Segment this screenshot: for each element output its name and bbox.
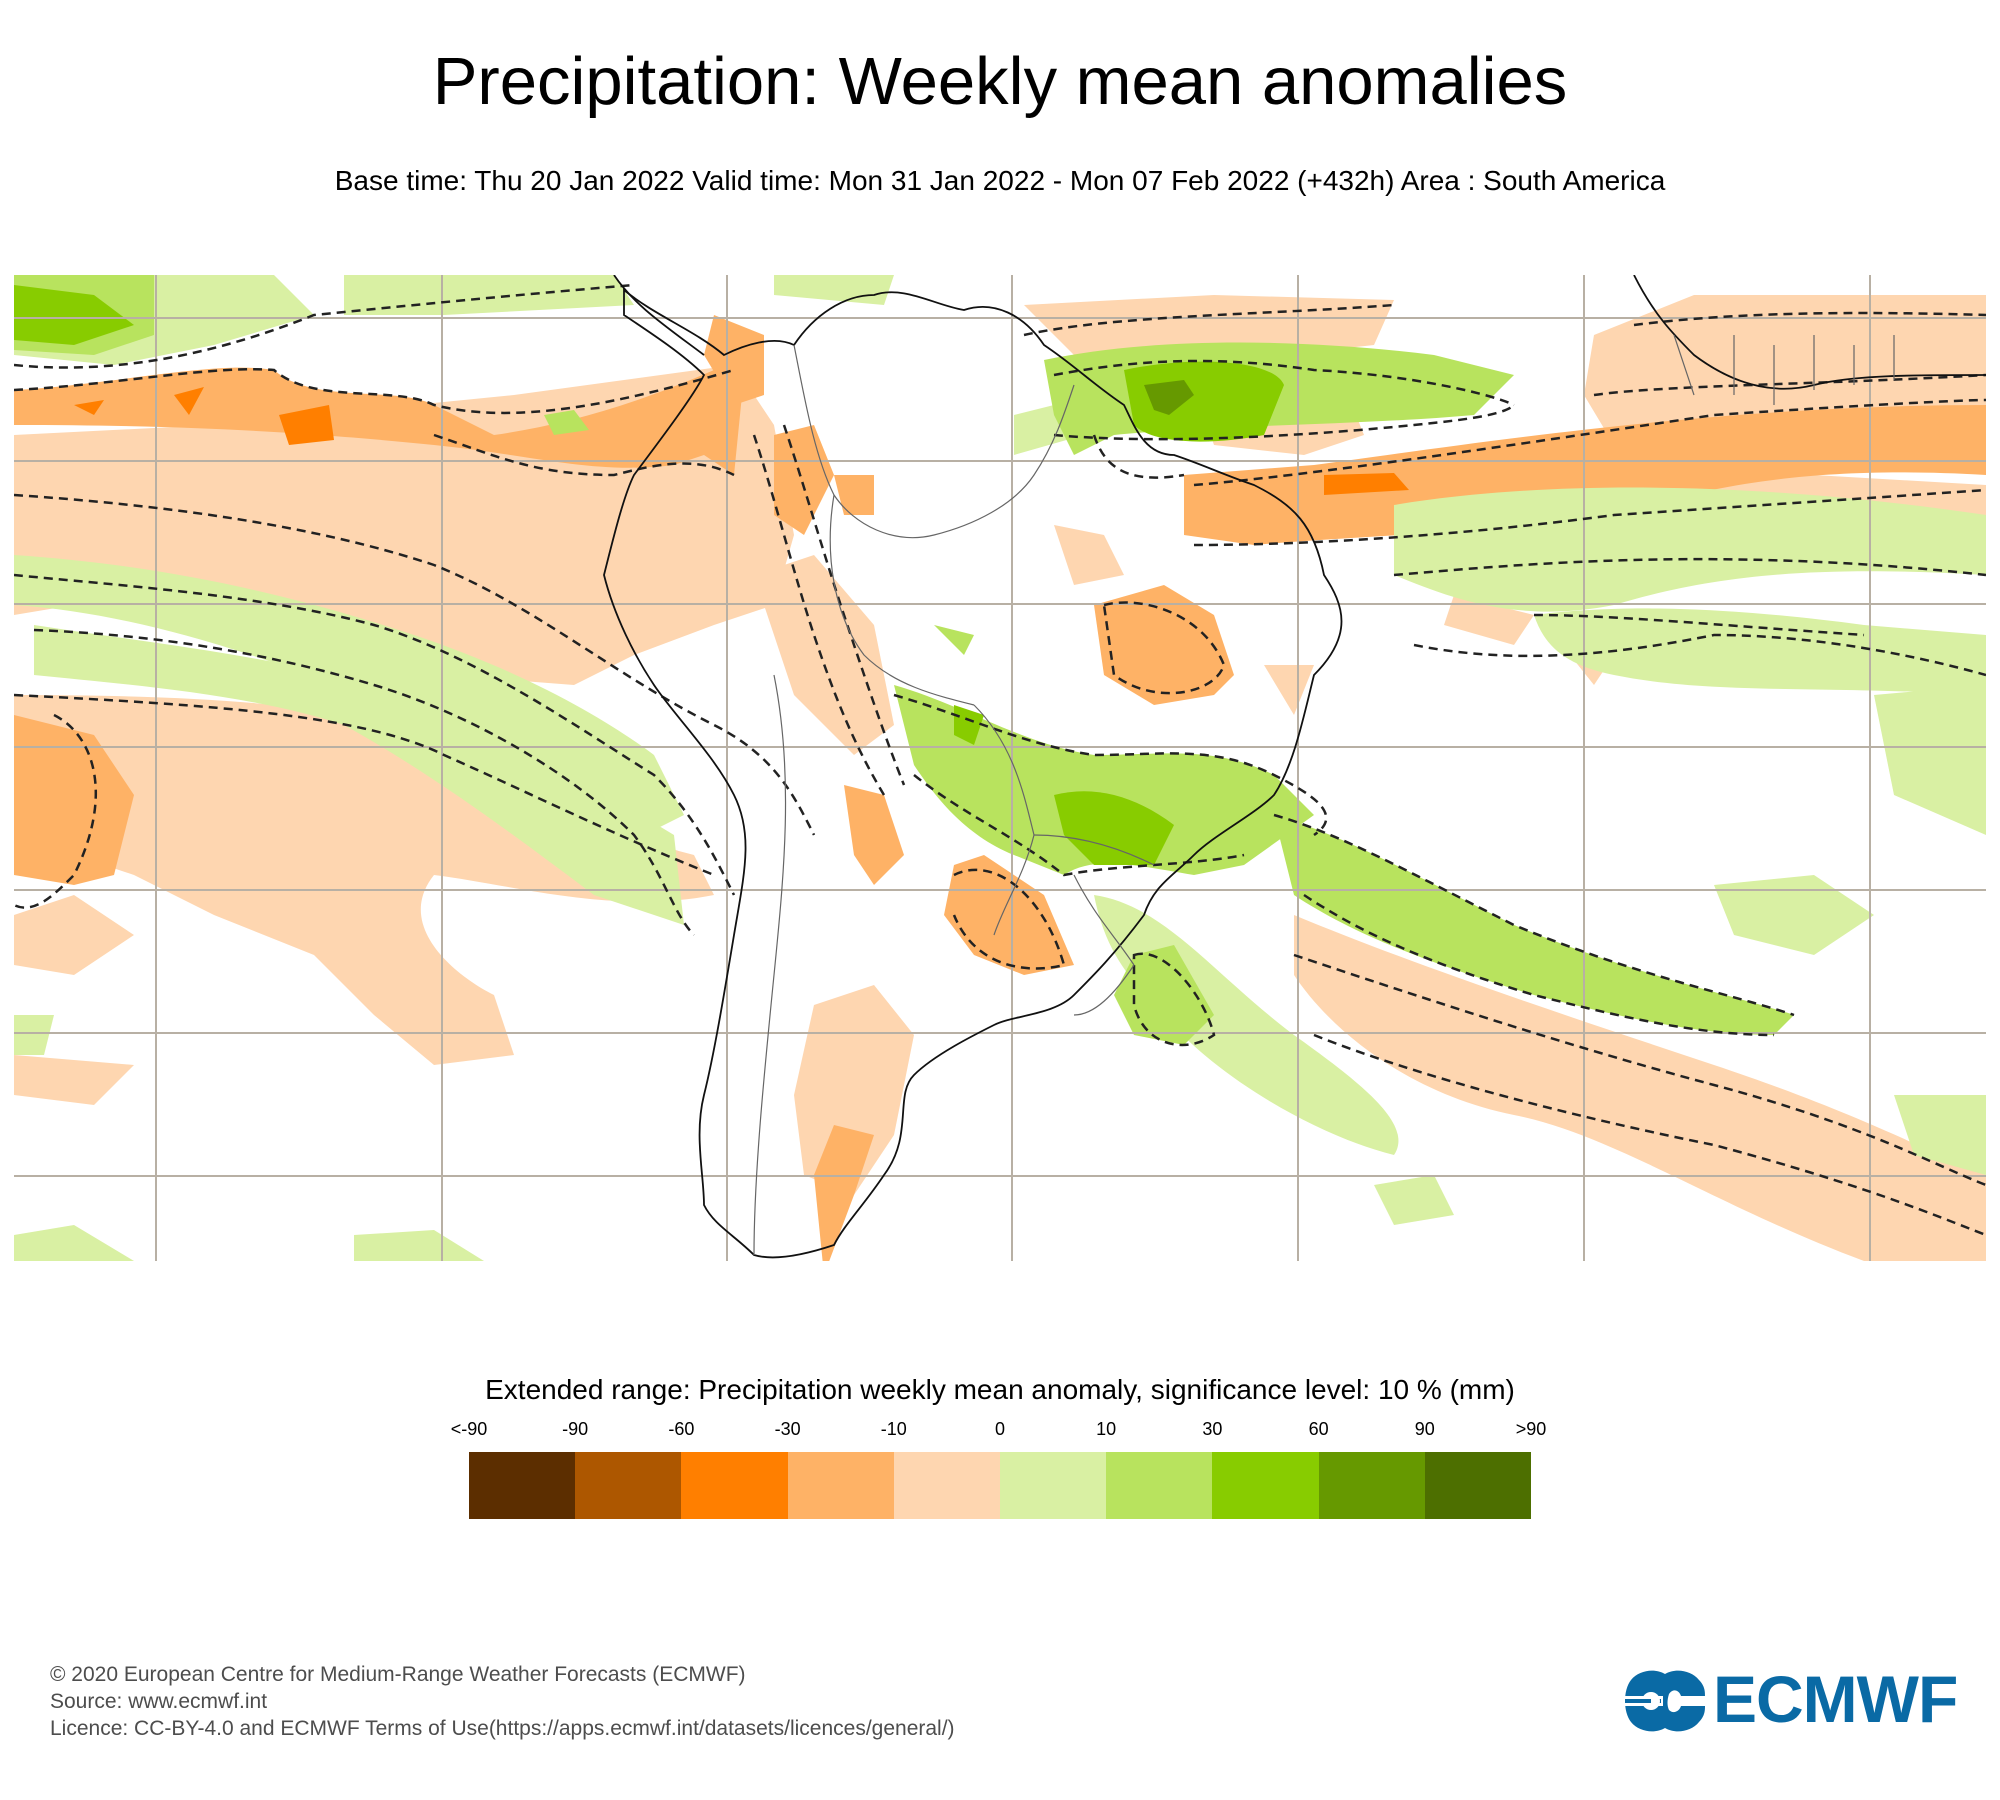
colorbar-tick-label: 30 — [1202, 1419, 1223, 1439]
licence-text: Licence: CC-BY-4.0 and ECMWF Terms of Us… — [50, 1717, 955, 1740]
colorbar-ticks: <-90 -90 -60 -30 -10 0 10 30 60 90 >90 — [451, 1418, 1547, 1442]
footer: © 2020 European Centre for Medium-Range … — [50, 1661, 955, 1742]
colorbar-swatch — [999, 1452, 1107, 1519]
colorbar-tick-label: 60 — [1308, 1419, 1329, 1439]
colorbar-tick-label: <-90 — [450, 1419, 488, 1439]
colorbar-swatch — [1212, 1452, 1319, 1519]
colorbar-tick-label: -10 — [880, 1419, 907, 1439]
source-text: Source: www.ecmwf.int — [50, 1690, 268, 1713]
map-canvas — [14, 275, 1986, 1261]
colorbar-swatch — [1106, 1452, 1213, 1519]
anomaly-fill-very-strong-positive — [1144, 380, 1194, 415]
copyright-text: © 2020 European Centre for Medium-Range … — [50, 1663, 746, 1686]
colorbar-tick-label: 10 — [1096, 1419, 1117, 1439]
anomaly-map — [14, 275, 1986, 1261]
ecmwf-logo: ECMWF — [1625, 1664, 1960, 1734]
anomaly-fill-strong-positive — [14, 285, 1284, 865]
colorbar-tick-label: -30 — [774, 1419, 801, 1439]
graticule — [14, 275, 1986, 1261]
colorbar-swatch — [1318, 1452, 1425, 1519]
chart-title: Precipitation: Weekly mean anomalies — [432, 44, 1568, 119]
ecmwf-logo-icon — [1625, 1670, 1705, 1732]
significance-contours — [14, 283, 1986, 1237]
colorbar — [469, 1452, 1531, 1519]
colorbar-swatch — [469, 1452, 576, 1519]
legend-title: Extended range: Precipitation weekly mea… — [485, 1374, 1515, 1405]
country-borders — [753, 334, 1895, 1256]
colorbar-tick-label: -90 — [562, 1419, 589, 1439]
anomaly-fill-strong-negative — [74, 387, 1409, 495]
colorbar-swatch — [893, 1452, 1000, 1519]
coastlines — [603, 275, 1986, 1259]
colorbar-swatch — [787, 1452, 894, 1519]
colorbar-swatch — [681, 1452, 788, 1519]
colorbar-tick-label: 0 — [994, 1419, 1006, 1439]
colorbar-swatch — [1424, 1452, 1531, 1519]
colorbar-tick-label: >90 — [1515, 1419, 1547, 1439]
colorbar-swatch — [575, 1452, 682, 1519]
ecmwf-logo-text: ECMWF — [1713, 1662, 1958, 1736]
chart-subtitle: Base time: Thu 20 Jan 2022 Valid time: M… — [334, 165, 1666, 196]
colorbar-tick-label: 90 — [1414, 1419, 1435, 1439]
colorbar-tick-label: -60 — [668, 1419, 695, 1439]
